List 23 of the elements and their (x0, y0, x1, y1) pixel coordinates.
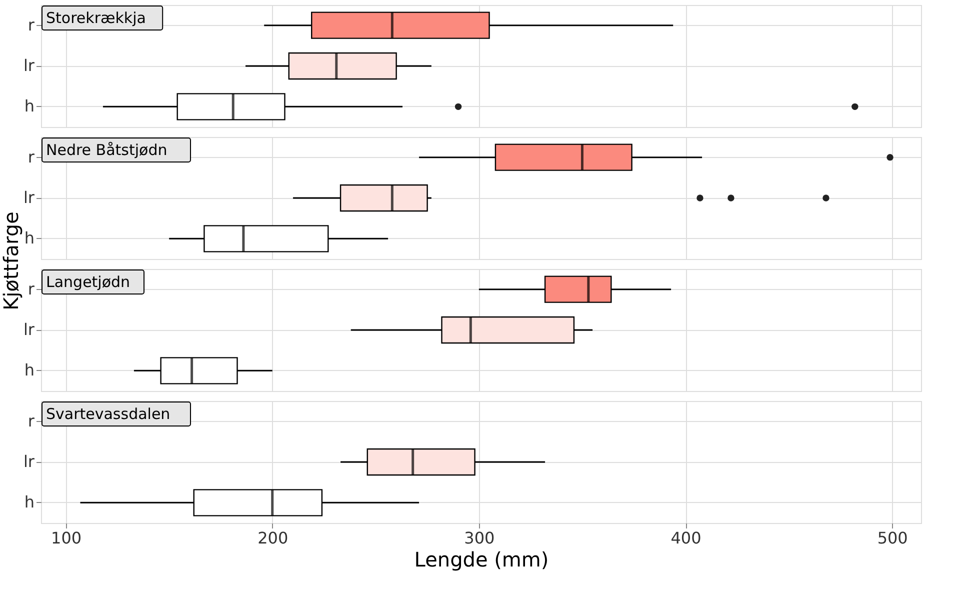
y-tick-label: h (24, 228, 34, 248)
y-tick-label: lr (23, 320, 35, 339)
y-tick-label: r (28, 411, 35, 430)
y-tick-label: r (28, 279, 35, 298)
y-tick-label: lr (23, 56, 35, 75)
x-tick-label: 300 (464, 528, 495, 548)
x-tick-label: 100 (51, 528, 82, 548)
y-tick-label: lr (23, 188, 35, 207)
y-tick-label: h (24, 360, 34, 380)
chart-title: Svartevassdalen (46, 405, 170, 423)
y-tick-label: h (24, 492, 34, 512)
y-tick-label: r (28, 15, 35, 34)
chart-title: Storekrækkja (46, 9, 146, 27)
y-tick-label: lr (23, 452, 35, 471)
y-axis-title: Kjøttfarge (0, 212, 23, 310)
y-tick-label: r (28, 147, 35, 166)
x-axis-title: Lengde (mm) (414, 548, 549, 572)
x-tick-label: 500 (877, 528, 908, 548)
chart-title: Nedre Båtstjødn (46, 141, 168, 159)
x-tick-label: 200 (258, 528, 288, 548)
y-tick-label: h (24, 96, 34, 116)
x-tick-label: 400 (670, 528, 702, 548)
chart-title: Langetjødn (46, 273, 130, 291)
